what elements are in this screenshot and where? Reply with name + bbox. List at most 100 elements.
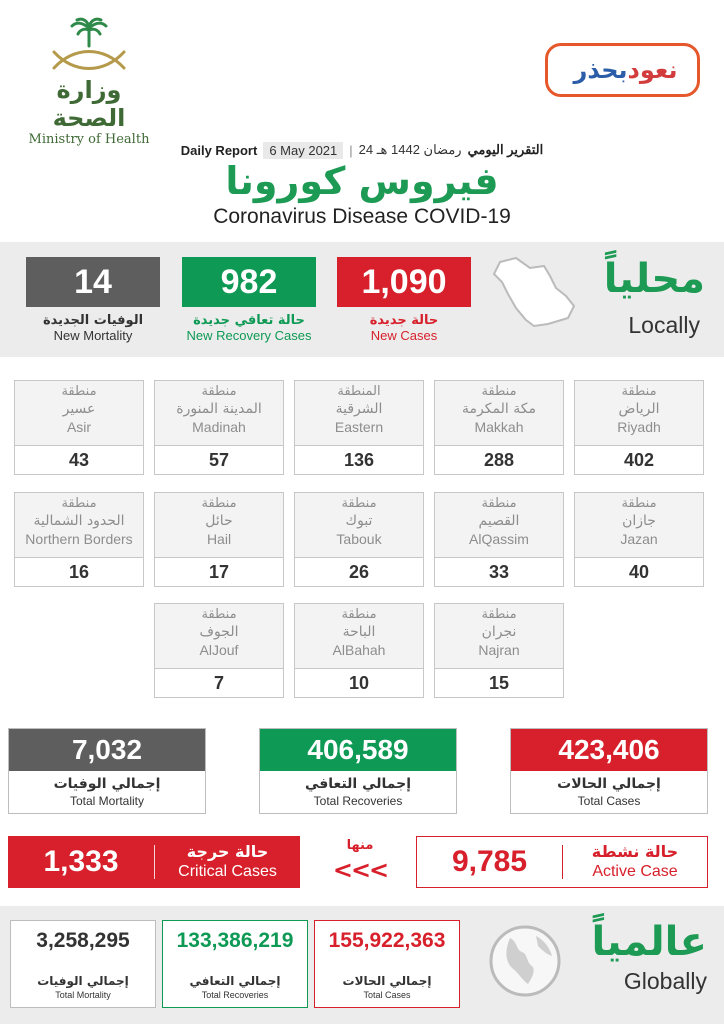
region-name-english: Asir <box>66 419 92 435</box>
ministry-logo: وزارة الصحة Ministry of Health <box>24 16 154 147</box>
region-value: 288 <box>483 450 515 470</box>
region-card-albahah: منطقة الباحة AlBahah 10 <box>294 603 424 698</box>
global-mortality-label-arabic: إجمالي الوفيات <box>37 974 129 988</box>
region-value: 33 <box>488 562 510 582</box>
region-value: 26 <box>348 562 370 582</box>
new-recovery-stat: 982 حالة تعافي جديدة New Recovery Cases <box>182 257 316 344</box>
new-recovery-label-arabic: حالة تعافي جديدة <box>193 313 305 328</box>
region-name-english: Jazan <box>620 531 658 547</box>
region-name-english: Madinah <box>192 419 246 435</box>
locally-label-english: Locally <box>628 312 700 338</box>
saudi-map-icon <box>492 256 576 328</box>
region-label: منطقة <box>61 384 97 399</box>
region-name-arabic: عسير <box>62 401 96 417</box>
total-mortality-value: 7,032 <box>9 729 205 771</box>
report-date-gregorian: 6 May 2021 <box>263 141 344 159</box>
region-name-arabic: حائل <box>205 513 233 529</box>
region-label: منطقة <box>621 384 657 399</box>
globally-label-arabic: عالمياً <box>591 919 707 965</box>
region-card-alqassim: منطقة القصيم AlQassim 33 <box>434 492 564 587</box>
date-separator: | <box>349 142 353 158</box>
total-recoveries-label-english: Total Recoveries <box>313 794 403 808</box>
new-cases-label-arabic: حالة جديدة <box>369 313 439 328</box>
region-name-english: Eastern <box>334 419 384 435</box>
active-cases-label-english: Active Case <box>592 863 678 880</box>
region-value: 402 <box>623 450 655 470</box>
region-value: 136 <box>343 450 375 470</box>
region-value: 40 <box>628 562 650 582</box>
critical-cases-label-arabic: حالة حرجة <box>186 842 269 861</box>
report-date-hijri: 24 رمضان 1442 هـ <box>358 142 462 157</box>
region-name-english: AlJouf <box>199 642 239 658</box>
region-name-english: AlBahah <box>332 642 386 658</box>
region-card-asir: منطقة عسير Asir 43 <box>14 380 144 475</box>
daily-report-label-arabic: التقرير اليومي <box>467 142 544 157</box>
new-mortality-label-arabic: الوفيات الجديدة <box>42 313 144 328</box>
region-label: منطقة <box>201 496 237 511</box>
region-name-arabic: الجوف <box>199 624 239 640</box>
region-name-english: Tabouk <box>336 531 382 547</box>
region-card-tabouk: منطقة تبوك Tabouk 26 <box>294 492 424 587</box>
region-name-english: Makkah <box>474 419 524 435</box>
region-value: 16 <box>68 562 90 582</box>
page-title-english: Coronavirus Disease COVID-19 <box>213 205 511 228</box>
region-name-arabic: المدينة المنورة <box>176 401 262 417</box>
new-mortality-label-english: New Mortality <box>53 328 133 343</box>
region-label: منطقة <box>61 496 97 511</box>
region-label: منطقة <box>341 496 377 511</box>
region-name-arabic: الحدود الشمالية <box>33 513 125 529</box>
ministry-name-arabic: وزارة الصحة <box>52 76 126 132</box>
critical-cases-card: 1,333 حالة حرجة Critical Cases <box>8 836 300 888</box>
global-mortality-card: 3,258,295 إجمالي الوفيات Total Mortality <box>10 920 156 1008</box>
total-mortality-card: 7,032 إجمالي الوفيات Total Mortality <box>8 728 206 814</box>
region-card-madinah: منطقة المدينة المنورة Madinah 57 <box>154 380 284 475</box>
critical-divider <box>154 845 155 879</box>
region-card-makkah: منطقة مكة المكرمة Makkah 288 <box>434 380 564 475</box>
report-date-line: Daily Report 6 May 2021 | 24 رمضان 1442 … <box>150 140 574 160</box>
new-cases-stat: 1,090 حالة جديدة New Cases <box>337 257 471 344</box>
global-recoveries-label-arabic: إجمالي التعافي <box>189 974 281 988</box>
region-card-hail: منطقة حائل Hail 17 <box>154 492 284 587</box>
total-recoveries-card: 406,589 إجمالي التعافي Total Recoveries <box>259 728 457 814</box>
region-value: 15 <box>488 673 510 693</box>
globally-label-english: Globally <box>623 968 707 994</box>
region-label: منطقة <box>341 607 377 622</box>
arrows-left-icon: <<< <box>332 856 389 884</box>
global-recoveries-label-english: Total Recoveries <box>201 990 269 1000</box>
region-name-arabic: الشرقية <box>335 401 383 417</box>
campaign-word-2: بحذر <box>573 56 628 84</box>
new-recovery-value: 982 <box>182 257 316 307</box>
region-value: 57 <box>208 450 230 470</box>
total-mortality-label-english: Total Mortality <box>69 794 145 808</box>
region-label: منطقة <box>481 384 517 399</box>
new-mortality-value: 14 <box>26 257 160 307</box>
region-name-arabic: تبوك <box>345 513 373 529</box>
global-mortality-value: 3,258,295 <box>36 929 130 952</box>
region-card-jazan: منطقة جازان Jazan 40 <box>574 492 704 587</box>
global-recoveries-card: 133,386,219 إجمالي التعافي Total Recover… <box>162 920 308 1008</box>
region-label: منطقة <box>481 496 517 511</box>
region-name-english: Northern Borders <box>25 531 133 547</box>
new-mortality-stat: 14 الوفيات الجديدة New Mortality <box>26 257 160 344</box>
region-card-najran: منطقة نجران Najran 15 <box>434 603 564 698</box>
region-label: منطقة <box>481 607 517 622</box>
active-cases-label-arabic: حالة نشطة <box>591 842 679 861</box>
critical-cases-value: 1,333 <box>43 845 119 878</box>
global-cases-card: 155,922,363 إجمالي الحالات Total Cases <box>314 920 460 1008</box>
region-name-english: Hail <box>206 531 232 547</box>
region-label: المنطقة <box>337 384 381 399</box>
palm-swords-emblem-icon <box>52 17 126 70</box>
locally-label-arabic: محلياً <box>603 256 705 302</box>
global-cases-value: 155,922,363 <box>328 929 446 952</box>
total-recoveries-label-arabic: إجمالي التعافي <box>304 776 412 792</box>
region-card-northern-borders: منطقة الحدود الشمالية Northern Borders 16 <box>14 492 144 587</box>
critical-cases-label-english: Critical Cases <box>178 863 277 880</box>
total-cases-card: 423,406 إجمالي الحالات Total Cases <box>510 728 708 814</box>
new-recovery-label-english: New Recovery Cases <box>186 328 312 343</box>
total-recoveries-value: 406,589 <box>260 729 456 771</box>
region-name-english: AlQassim <box>469 531 529 547</box>
region-name-arabic: جازان <box>622 513 656 529</box>
of-which-label: منها <box>346 838 374 853</box>
active-cases-card: 9,785 حالة نشطة Active Case <box>416 836 708 888</box>
region-value: 17 <box>208 562 230 582</box>
